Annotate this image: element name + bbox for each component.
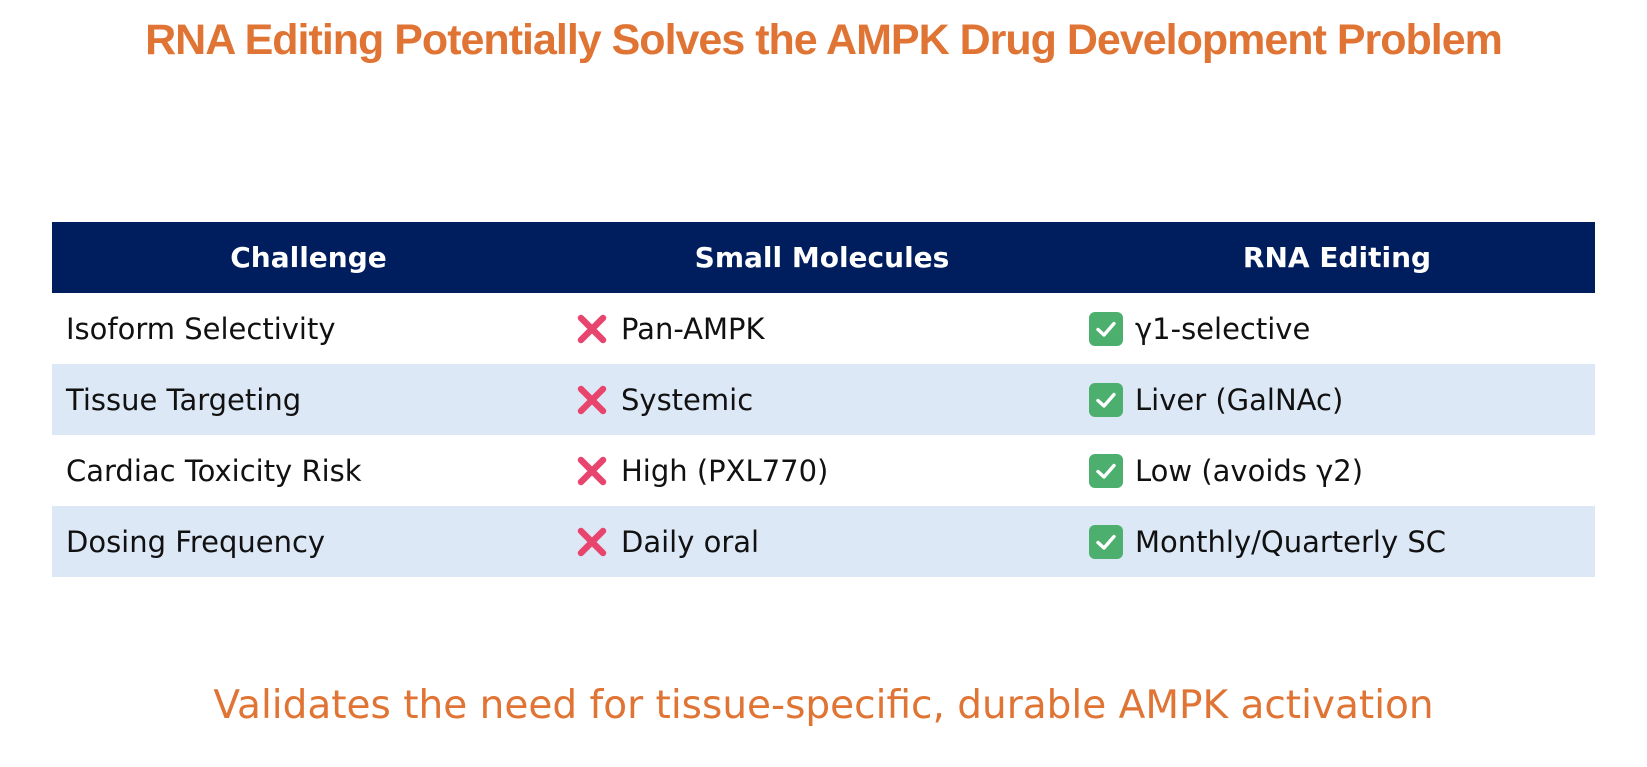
header-challenge: Challenge bbox=[230, 241, 387, 274]
small-molecules-value: Daily oral bbox=[621, 524, 760, 559]
challenge-label: Dosing Frequency bbox=[66, 524, 326, 559]
small-molecules-cell: Pan-AMPK bbox=[565, 293, 1079, 364]
footer-statement: Validates the need for tissue-specific, … bbox=[213, 683, 1434, 728]
check-mark-icon bbox=[1089, 453, 1123, 488]
header-rna-editing: RNA Editing bbox=[1242, 241, 1432, 274]
rna-editing-value: Liver (GalNAc) bbox=[1135, 382, 1344, 417]
check-mark-icon bbox=[1089, 382, 1123, 417]
cross-mark-icon bbox=[575, 454, 609, 488]
small-molecules-cell: Daily oral bbox=[565, 506, 1079, 577]
comparison-table: Challenge Small Molecules RNA Editing Is… bbox=[52, 222, 1595, 577]
cross-mark-icon bbox=[575, 312, 609, 346]
check-mark-icon bbox=[1089, 311, 1123, 346]
rna-editing-cell: Liver (GalNAc) bbox=[1079, 364, 1595, 435]
challenge-cell: Tissue Targeting bbox=[52, 364, 565, 435]
cross-mark-icon bbox=[575, 383, 609, 417]
challenge-label: Cardiac Toxicity Risk bbox=[66, 453, 362, 488]
rna-editing-cell: γ1-selective bbox=[1079, 293, 1595, 364]
table-row: Isoform Selectivity Pan-AMPK γ1-selective bbox=[52, 293, 1595, 364]
rna-editing-cell: Monthly/Quarterly SC bbox=[1079, 506, 1595, 577]
challenge-label: Tissue Targeting bbox=[66, 382, 302, 417]
challenge-cell: Dosing Frequency bbox=[52, 506, 565, 577]
rna-editing-value: γ1-selective bbox=[1135, 311, 1311, 346]
cross-mark-icon bbox=[575, 525, 609, 559]
table-row: Tissue Targeting Systemic Liver (GalNAc) bbox=[52, 364, 1595, 435]
small-molecules-value: High (PXL770) bbox=[621, 453, 829, 488]
slide-title: RNA Editing Potentially Solves the AMPK … bbox=[145, 16, 1503, 64]
rna-editing-cell: Low (avoids γ2) bbox=[1079, 435, 1595, 506]
header-small-molecules: Small Molecules bbox=[694, 241, 950, 274]
challenge-label: Isoform Selectivity bbox=[66, 311, 336, 346]
rna-editing-value: Low (avoids γ2) bbox=[1135, 453, 1364, 488]
table-row: Dosing Frequency Daily oral Monthly/Quarte… bbox=[52, 506, 1595, 577]
small-molecules-value: Systemic bbox=[621, 382, 754, 417]
challenge-cell: Cardiac Toxicity Risk bbox=[52, 435, 565, 506]
table-header-row: Challenge Small Molecules RNA Editing bbox=[52, 222, 1595, 293]
check-mark-icon bbox=[1089, 524, 1123, 559]
small-molecules-cell: Systemic bbox=[565, 364, 1079, 435]
rna-editing-value: Monthly/Quarterly SC bbox=[1135, 524, 1447, 559]
challenge-cell: Isoform Selectivity bbox=[52, 293, 565, 364]
small-molecules-value: Pan-AMPK bbox=[621, 311, 765, 346]
table-row: Cardiac Toxicity Risk High (PXL770) Low (a… bbox=[52, 435, 1595, 506]
small-molecules-cell: High (PXL770) bbox=[565, 435, 1079, 506]
